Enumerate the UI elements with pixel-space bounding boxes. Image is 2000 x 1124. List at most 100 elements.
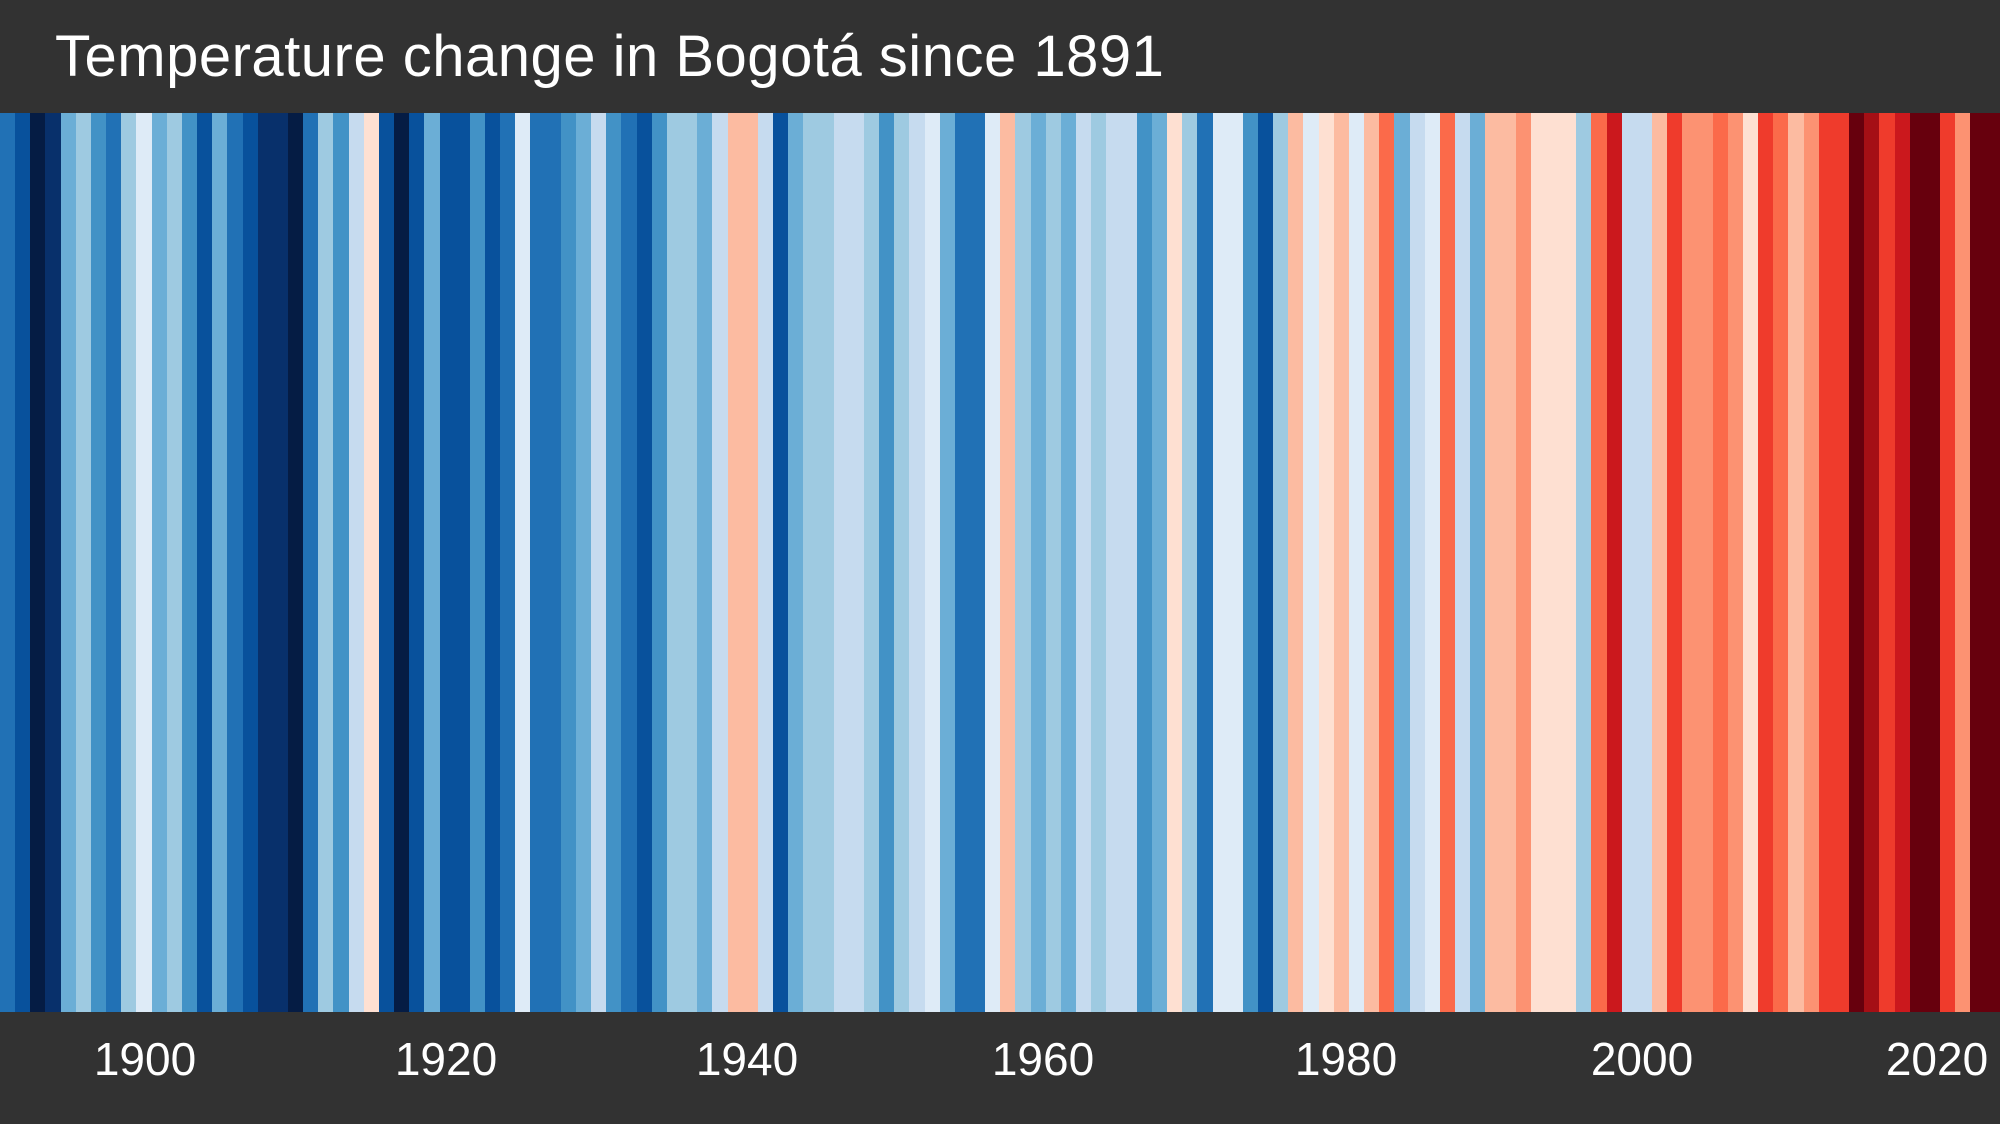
stripe-1992 [1530,113,1546,1012]
stripe-1924 [500,113,516,1012]
stripe-1953 [939,113,955,1012]
stripe-1967 [1151,113,1168,1012]
stripe-1976 [1288,113,1304,1012]
x-tick-2000: 2000 [1590,1033,1694,1085]
stripe-1914 [348,113,364,1012]
x-tick-1960: 1960 [991,1033,1095,1085]
stripe-1928 [560,113,576,1012]
stripe-1993 [1545,113,1562,1012]
stripe-1919 [424,113,440,1012]
stripe-1936 [682,113,698,1012]
stripe-1923 [485,113,501,1012]
stripe-1979 [1333,113,1349,1012]
stripe-1915 [363,113,379,1012]
stripe-2015 [1879,113,1895,1012]
x-tick-1980: 1980 [1294,1033,1398,1085]
stripe-2006 [1742,113,1759,1012]
stripe-1891 [0,113,16,1012]
stripe-2019 [1940,113,1956,1012]
stripe-1918 [409,113,425,1012]
stripe-1970 [1197,113,1213,1012]
stripe-1933 [636,113,652,1012]
stripe-2002 [1682,113,1698,1012]
stripe-1892 [15,113,31,1012]
stripe-1905 [212,113,228,1012]
stripe-1985 [1424,113,1440,1012]
stripe-1952 [924,113,940,1012]
stripe-1911 [303,113,319,1012]
stripe-2017 [1909,113,1925,1012]
stripe-1978 [1318,113,1334,1012]
stripe-1947 [848,113,864,1012]
stripe-1954 [954,113,970,1012]
stripe-2001 [1667,113,1683,1012]
stripe-2000 [1652,113,1668,1012]
stripe-2008 [1773,113,1789,1012]
stripe-2020 [1955,113,1971,1012]
stripe-1975 [1273,113,1289,1012]
stripe-1965 [1121,113,1137,1012]
stripe-1956 [985,113,1001,1012]
stripe-1938 [712,113,728,1012]
stripe-1961 [1060,113,1077,1012]
x-tick-1920: 1920 [394,1033,498,1085]
stripe-2013 [1849,113,1865,1012]
stripe-1951 [909,113,925,1012]
stripe-1983 [1394,113,1410,1012]
stripe-1926 [530,113,546,1012]
stripe-1960 [1045,113,1061,1012]
stripe-1925 [515,113,531,1012]
stripe-1984 [1409,113,1425,1012]
stripe-1908 [257,113,273,1012]
stripe-1966 [1136,113,1152,1012]
stripe-1934 [651,113,667,1012]
stripe-2004 [1712,113,1728,1012]
stripe-1930 [591,113,607,1012]
stripe-2012 [1833,113,1850,1012]
stripe-1897 [90,113,107,1012]
stripe-1973 [1242,113,1258,1012]
stripe-1958 [1015,113,1031,1012]
stripe-1991 [1515,113,1531,1012]
stripe-1917 [394,113,410,1012]
stripe-1977 [1303,113,1319,1012]
stripe-1969 [1182,113,1198,1012]
stripe-1945 [818,113,834,1012]
stripe-2018 [1924,113,1940,1012]
stripe-1999 [1636,113,1653,1012]
stripe-2007 [1758,113,1774,1012]
x-tick-1900: 1900 [93,1033,197,1085]
stripe-1994 [1561,113,1577,1012]
stripe-1962 [1076,113,1092,1012]
stripe-1946 [833,113,849,1012]
stripe-1997 [1606,113,1622,1012]
stripe-1913 [333,113,349,1012]
stripe-1944 [803,113,819,1012]
stripe-1964 [1106,113,1122,1012]
x-tick-1940: 1940 [695,1033,799,1085]
stripe-1901 [151,113,167,1012]
stripe-1950 [894,113,910,1012]
stripe-2005 [1727,113,1743,1012]
stripe-1910 [287,113,304,1012]
stripe-1963 [1091,113,1107,1012]
stripe-1974 [1257,113,1274,1012]
stripe-1900 [136,113,152,1012]
stripe-1921 [454,113,470,1012]
stripe-2011 [1818,113,1834,1012]
stripe-1986 [1439,113,1455,1012]
stripe-1927 [545,113,561,1012]
stripe-2009 [1788,113,1804,1012]
stripe-1904 [197,113,213,1012]
stripe-1972 [1227,113,1243,1012]
stripe-1981 [1364,113,1380,1012]
stripe-2014 [1864,113,1880,1012]
stripe-1935 [666,113,683,1012]
stripe-1931 [606,113,622,1012]
stripe-1955 [970,113,986,1012]
stripe-1902 [166,113,182,1012]
stripe-1990 [1500,113,1516,1012]
stripe-1895 [60,113,76,1012]
stripe-1932 [621,113,637,1012]
